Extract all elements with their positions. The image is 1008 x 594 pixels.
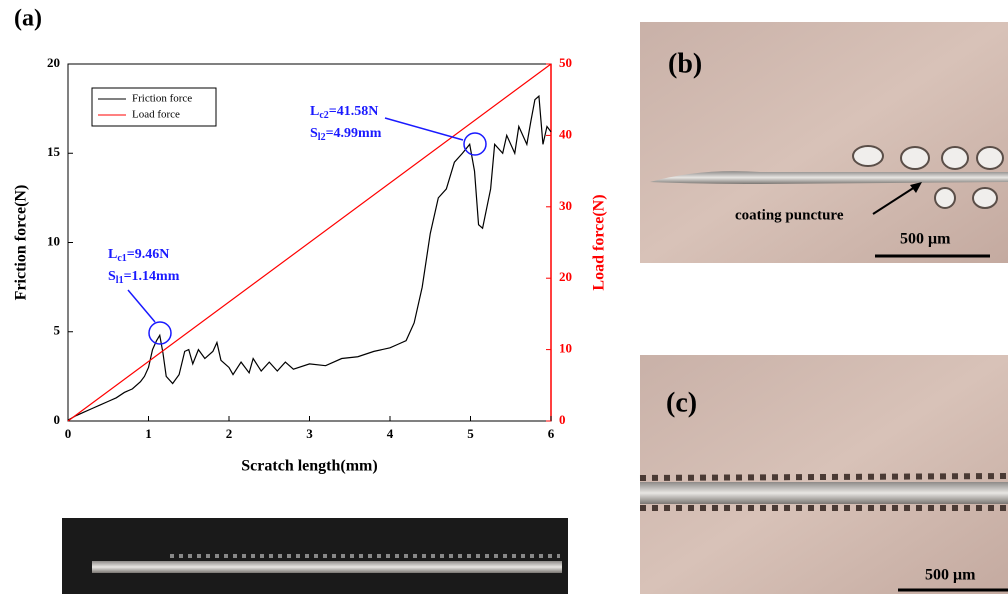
- highlight-circle: [464, 133, 486, 155]
- y-tick-label: 0: [54, 412, 61, 427]
- annotation: Sl1=1.14mm: [108, 269, 180, 286]
- x-tick-label: 4: [387, 426, 394, 441]
- y-tick-label: 5: [54, 323, 61, 338]
- y-axis-label: Friction force(N): [13, 185, 30, 301]
- x-tick-label: 2: [226, 426, 233, 441]
- panel-label: (b): [668, 48, 702, 79]
- annotation-part: L: [310, 104, 319, 119]
- panel-label: (a): [14, 6, 42, 32]
- micrograph-b: (b) coating puncture 500 μm: [640, 22, 1008, 263]
- y2-tick-label: 40: [559, 126, 572, 141]
- panel-label: (c): [666, 387, 697, 418]
- y2-tick-label: 20: [559, 269, 572, 284]
- y-tick-label: 20: [47, 55, 60, 70]
- x-tick-label: 6: [548, 426, 555, 441]
- y2-tick-label: 10: [559, 341, 572, 356]
- y2-tick-label: 30: [559, 198, 572, 213]
- legend-label: Friction force: [132, 93, 192, 105]
- x-tick-label: 1: [145, 426, 152, 441]
- annotation-part: S: [310, 126, 318, 141]
- highlight-circle: [149, 322, 171, 344]
- y2-tick-label: 0: [559, 412, 566, 427]
- annotation: coating puncture: [735, 207, 844, 223]
- annotation-part: =1.14mm: [124, 269, 180, 284]
- annotation-part: L: [108, 247, 117, 262]
- y2-axis-label: Load force(N): [591, 194, 608, 290]
- annotation-arrow: [385, 118, 463, 140]
- figure: (a) (b) coating puncture 500 μm (c) 500 …: [0, 0, 1008, 594]
- annotation-part: l1: [116, 275, 124, 286]
- x-tick-label: 3: [306, 426, 313, 441]
- annotation-arrow: [128, 290, 155, 322]
- x-axis-label: Scratch length(mm): [241, 458, 377, 475]
- annotation-part: =41.58N: [329, 104, 379, 119]
- y-tick-label: 10: [47, 233, 60, 248]
- y2-tick-label: 50: [559, 55, 572, 70]
- annotation-part: l2: [318, 132, 326, 143]
- annotation-part: S: [108, 269, 116, 284]
- x-tick-label: 0: [65, 426, 72, 441]
- annotation-part: =4.99mm: [326, 126, 382, 141]
- annotation-part: c2: [319, 110, 328, 121]
- annotation-part: =9.46N: [127, 247, 170, 262]
- y-tick-label: 15: [47, 144, 61, 159]
- annotation: Lc1=9.46N: [108, 247, 169, 264]
- annotation: Sl2=4.99mm: [310, 126, 382, 143]
- legend-label: Load force: [132, 109, 180, 121]
- scratch-photo: [62, 518, 568, 594]
- scale-label: 500 μm: [900, 231, 951, 248]
- x-tick-label: 5: [467, 426, 474, 441]
- micrograph-c: (c) 500 μm: [640, 355, 1008, 594]
- annotation: Lc2=41.58N: [310, 104, 378, 121]
- annotation-part: c1: [117, 253, 126, 264]
- scale-label: 500 μm: [925, 567, 976, 584]
